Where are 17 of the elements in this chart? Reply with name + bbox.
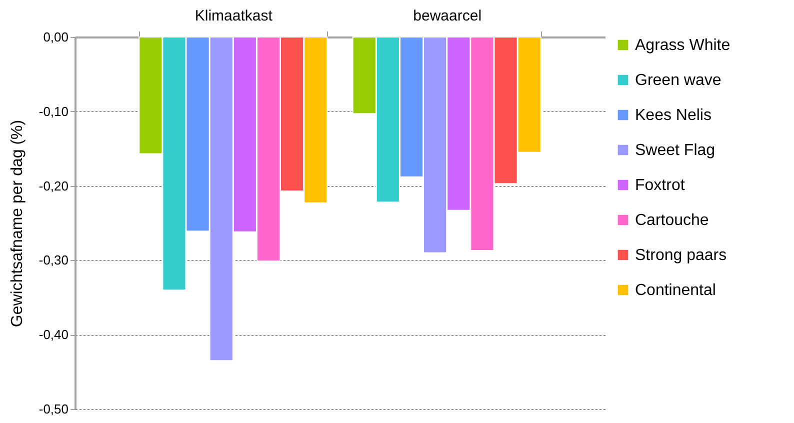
y-tick-label: -0,30 [38,252,68,268]
legend-label: Cartouche [635,212,709,229]
legend-label: Agrass White [635,37,730,54]
x-tick-label: bewaarcel [413,8,482,24]
y-tick-label: -0,40 [38,327,68,342]
y-tick-label: -0,20 [38,178,68,194]
legend-label: Continental [635,282,716,299]
y-tick-label: -0,10 [38,104,68,119]
y-tick-label: 0,00 [43,30,68,44]
legend-label: Kees Nelis [635,107,712,124]
legend-label: Strong paars [635,247,727,264]
legend-label: Green wave [635,72,722,89]
legend-label: Foxtrot [635,177,686,194]
x-tick-label: Klimaatkast [194,8,274,24]
legend-label: Sweet Flag [635,142,716,159]
y-axis-title: Gewichtsafname per dag (%) [8,120,26,328]
y-tick-label: -0,50 [38,402,68,416]
